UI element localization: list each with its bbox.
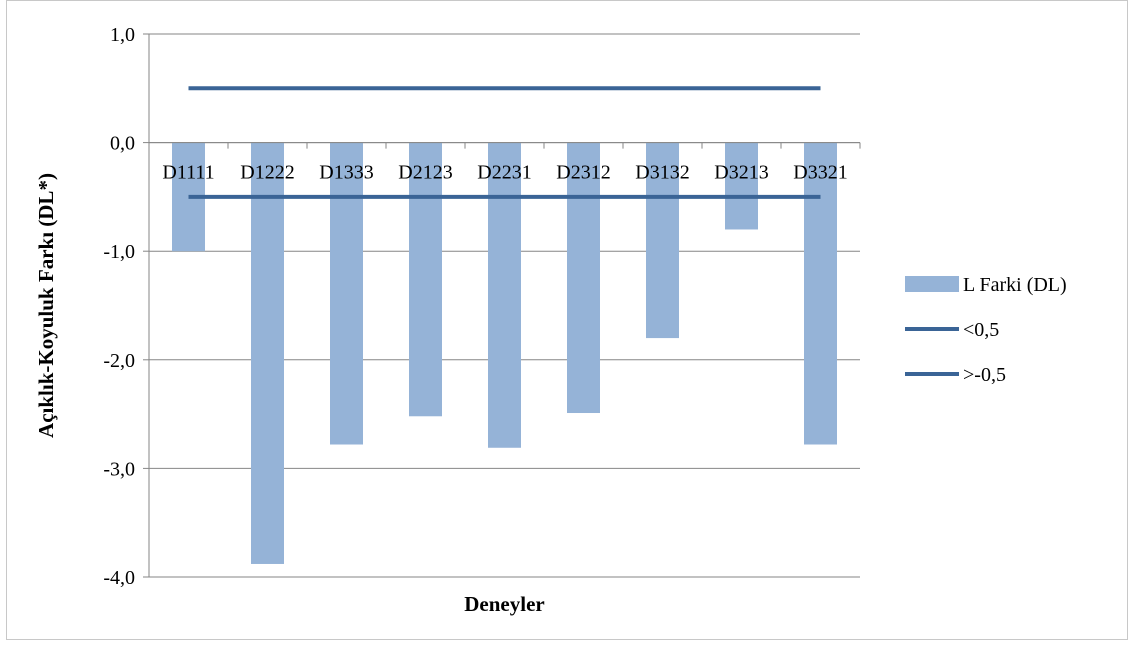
bar — [725, 142, 758, 230]
x-category-label: D2312 — [556, 162, 610, 184]
legend-item: >-0,5 — [905, 364, 1006, 386]
x-category-label: D3132 — [635, 162, 689, 184]
y-tick-label: 1,0 — [110, 24, 135, 46]
x-axis-title: Deneyler — [464, 592, 544, 616]
threshold-lines — [188, 86, 821, 199]
bar — [330, 142, 363, 445]
bar — [646, 142, 679, 339]
legend-swatch — [905, 276, 959, 292]
bar — [488, 142, 521, 448]
bar — [251, 142, 284, 564]
y-tick-label: -3,0 — [103, 458, 135, 480]
bar — [409, 142, 442, 417]
bar — [804, 142, 837, 445]
x-category-label: D1222 — [240, 162, 294, 184]
x-category-label: D2123 — [398, 162, 452, 184]
y-tick-label: -1,0 — [103, 241, 135, 263]
legend-label: >-0,5 — [963, 364, 1006, 386]
bar-chart: 1,0 0,0 -1,0 -2,0 -3,0 -4,0 D1111 D1222 D1333 D2… — [34, 24, 1067, 616]
axes — [148, 34, 861, 577]
legend-item: <0,5 — [905, 319, 999, 341]
y-axis-title: Açıklık-Koyuluk Farkı (DL*) — [34, 173, 58, 438]
chart-frame: 1,0 0,0 -1,0 -2,0 -3,0 -4,0 D1111 D1222 D1333 D2… — [6, 0, 1128, 640]
legend: L Farki (DL) <0,5 >-0,5 — [905, 274, 1067, 386]
y-tick-label: -4,0 — [103, 567, 135, 589]
x-category-label: D2231 — [477, 162, 531, 184]
bars — [172, 142, 837, 564]
y-tick-labels: 1,0 0,0 -1,0 -2,0 -3,0 -4,0 — [103, 24, 135, 589]
y-tick-label: 0,0 — [110, 133, 135, 155]
legend-item: L Farki (DL) — [905, 274, 1067, 296]
y-tick-label: -2,0 — [103, 350, 135, 372]
x-category-label: D3321 — [793, 162, 847, 184]
bar — [567, 142, 600, 414]
legend-label: <0,5 — [963, 319, 999, 341]
x-category-labels: D1111 D1222 D1333 D2123 D2231 D2312 D3132 D3213… — [162, 162, 847, 184]
x-category-label: D1111 — [162, 162, 214, 184]
legend-label: L Farki (DL) — [963, 274, 1067, 296]
x-category-label: D3213 — [714, 162, 768, 184]
x-category-label: D1333 — [319, 162, 373, 184]
